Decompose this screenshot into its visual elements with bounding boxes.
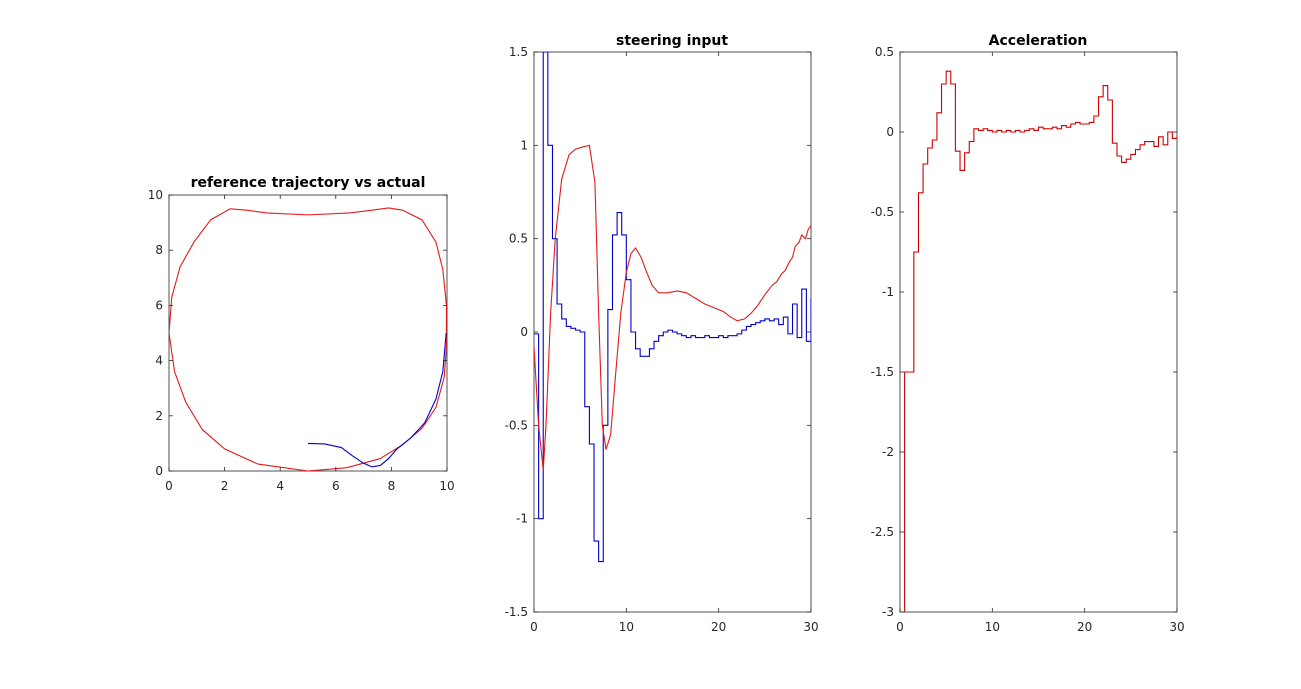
series-line-1 — [900, 70, 1177, 612]
y-tick-label: -1.5 — [871, 365, 894, 379]
y-tick-label: 2 — [155, 409, 163, 423]
y-tick-label: -2.5 — [871, 525, 894, 539]
y-tick-label: -2 — [882, 445, 894, 459]
subplot-acceleration: Acceleration 0 10 20 30 -3 -2.5 -2 -1.5 -1 -0.5 0 0… — [871, 33, 1185, 634]
y-tick-label: 0 — [520, 325, 528, 339]
x-tick-label: 4 — [276, 479, 284, 493]
x-tick-label: 2 — [221, 479, 229, 493]
y-tick-label: -0.5 — [871, 205, 894, 219]
y-tick-label: -1 — [516, 512, 528, 526]
y-tick-label: 4 — [155, 354, 163, 368]
x-tick-label: 10 — [619, 620, 634, 634]
y-tick-label: 0 — [886, 125, 894, 139]
y-tick-label: -3 — [882, 605, 894, 619]
y-tick-label: 1.5 — [509, 45, 528, 59]
y-tick-label: -1.5 — [505, 605, 528, 619]
y-tick-label: 8 — [155, 243, 163, 257]
x-tick-label: 30 — [1169, 620, 1184, 634]
axes-box — [899, 51, 1178, 613]
x-tick-label: 10 — [985, 620, 1000, 634]
x-tick-label: 10 — [439, 479, 454, 493]
y-tick-label: 6 — [155, 298, 163, 312]
y-tick-label: 0.5 — [875, 45, 894, 59]
chart-title: steering input — [616, 33, 728, 49]
series-line-1 — [534, 52, 811, 563]
x-tick-label: 0 — [165, 479, 173, 493]
x-tick-label: 30 — [803, 620, 818, 634]
y-tick-label: 1 — [520, 138, 528, 152]
chart-title: reference trajectory vs actual — [191, 175, 426, 191]
x-tick-label: 6 — [332, 479, 340, 493]
series-line-2 — [534, 144, 811, 471]
series-line-2 — [307, 332, 447, 468]
subplot-trajectory: reference trajectory vs actual 0 2 4 6 8 10 0 2… — [148, 175, 455, 493]
y-tick-label: -0.5 — [505, 418, 528, 432]
series-line-1 — [169, 207, 447, 471]
x-tick-label: 0 — [896, 620, 904, 634]
axes-box — [168, 194, 448, 472]
x-tick-label: 8 — [388, 479, 396, 493]
chart-title: Acceleration — [989, 33, 1088, 49]
subplot-steering: steering input 0 10 20 30 -1.5 -1 -0.5 0 0.5 1 1.5 — [505, 33, 819, 634]
x-tick-label: 0 — [530, 620, 538, 634]
y-tick-label: -1 — [882, 285, 894, 299]
y-tick-label: 0.5 — [509, 232, 528, 246]
y-tick-label: 0 — [155, 464, 163, 478]
y-tick-label: 10 — [148, 188, 163, 202]
x-tick-label: 20 — [711, 620, 726, 634]
x-tick-label: 20 — [1077, 620, 1092, 634]
